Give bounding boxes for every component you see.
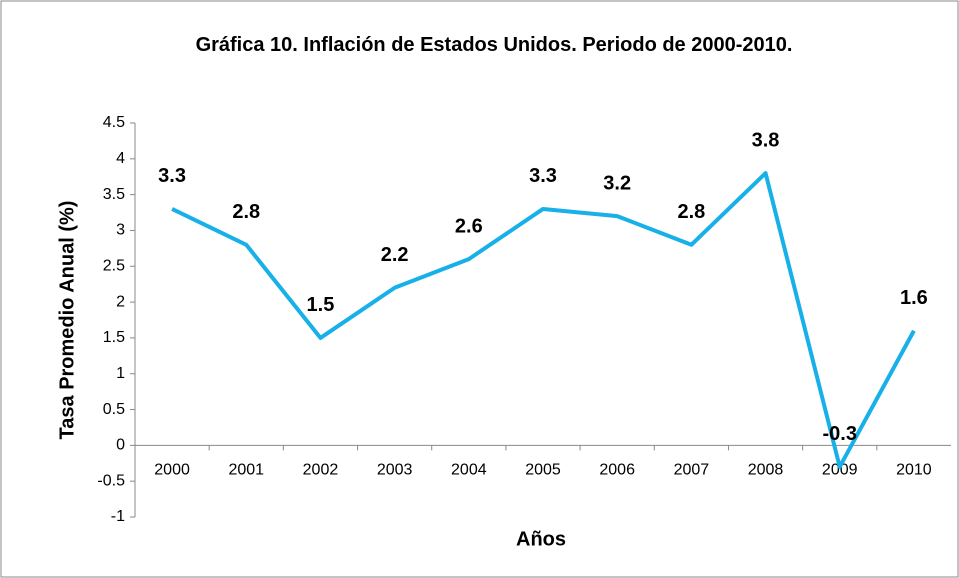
y-tick-label: 2 — [116, 293, 125, 310]
data-label: 2.2 — [381, 244, 409, 266]
data-label: 2.8 — [677, 201, 705, 223]
x-tick-label: 2008 — [748, 462, 784, 479]
data-label: 1.5 — [307, 294, 335, 316]
y-axis-title: Tasa Promedio Anual (%) — [56, 201, 78, 440]
y-tick-label: 1 — [116, 365, 125, 382]
y-tick-label: 3.5 — [103, 186, 125, 203]
chart-title: Gráfica 10. Inflación de Estados Unidos.… — [195, 34, 793, 56]
data-label: 2.8 — [232, 201, 260, 223]
data-label: 3.3 — [158, 165, 186, 187]
y-tick-label: 0.5 — [103, 401, 125, 418]
data-label: 3.3 — [529, 165, 557, 187]
y-tick-label: 2.5 — [103, 257, 125, 274]
y-tick-label: 1.5 — [103, 329, 125, 346]
y-tick-label: 4 — [116, 150, 125, 167]
data-label: 2.6 — [455, 215, 483, 237]
x-tick-label: 2009 — [822, 462, 858, 479]
data-label: -0.3 — [822, 423, 856, 445]
x-tick-label: 2002 — [303, 462, 339, 479]
data-line — [171, 171, 916, 469]
x-tick-label: 2010 — [896, 462, 932, 479]
x-tick-label: 2003 — [377, 462, 413, 479]
data-label: 3.8 — [752, 129, 780, 151]
x-tick-label: 2000 — [154, 462, 190, 479]
data-label: 3.2 — [603, 172, 631, 194]
x-tick-label: 2001 — [228, 462, 264, 479]
y-tick-label: -1 — [111, 508, 125, 525]
x-tick-label: 2004 — [451, 462, 487, 479]
y-tick-label: 4.5 — [103, 114, 125, 131]
y-tick-label: -0.5 — [97, 472, 125, 489]
x-tick-label: 2005 — [525, 462, 561, 479]
data-label: 1.6 — [900, 287, 928, 309]
x-tick-label: 2007 — [674, 462, 710, 479]
x-axis-title: Años — [516, 528, 566, 550]
y-tick-label: 3 — [116, 222, 125, 239]
y-tick-label: 0 — [116, 437, 125, 454]
x-tick-label: 2006 — [599, 462, 635, 479]
